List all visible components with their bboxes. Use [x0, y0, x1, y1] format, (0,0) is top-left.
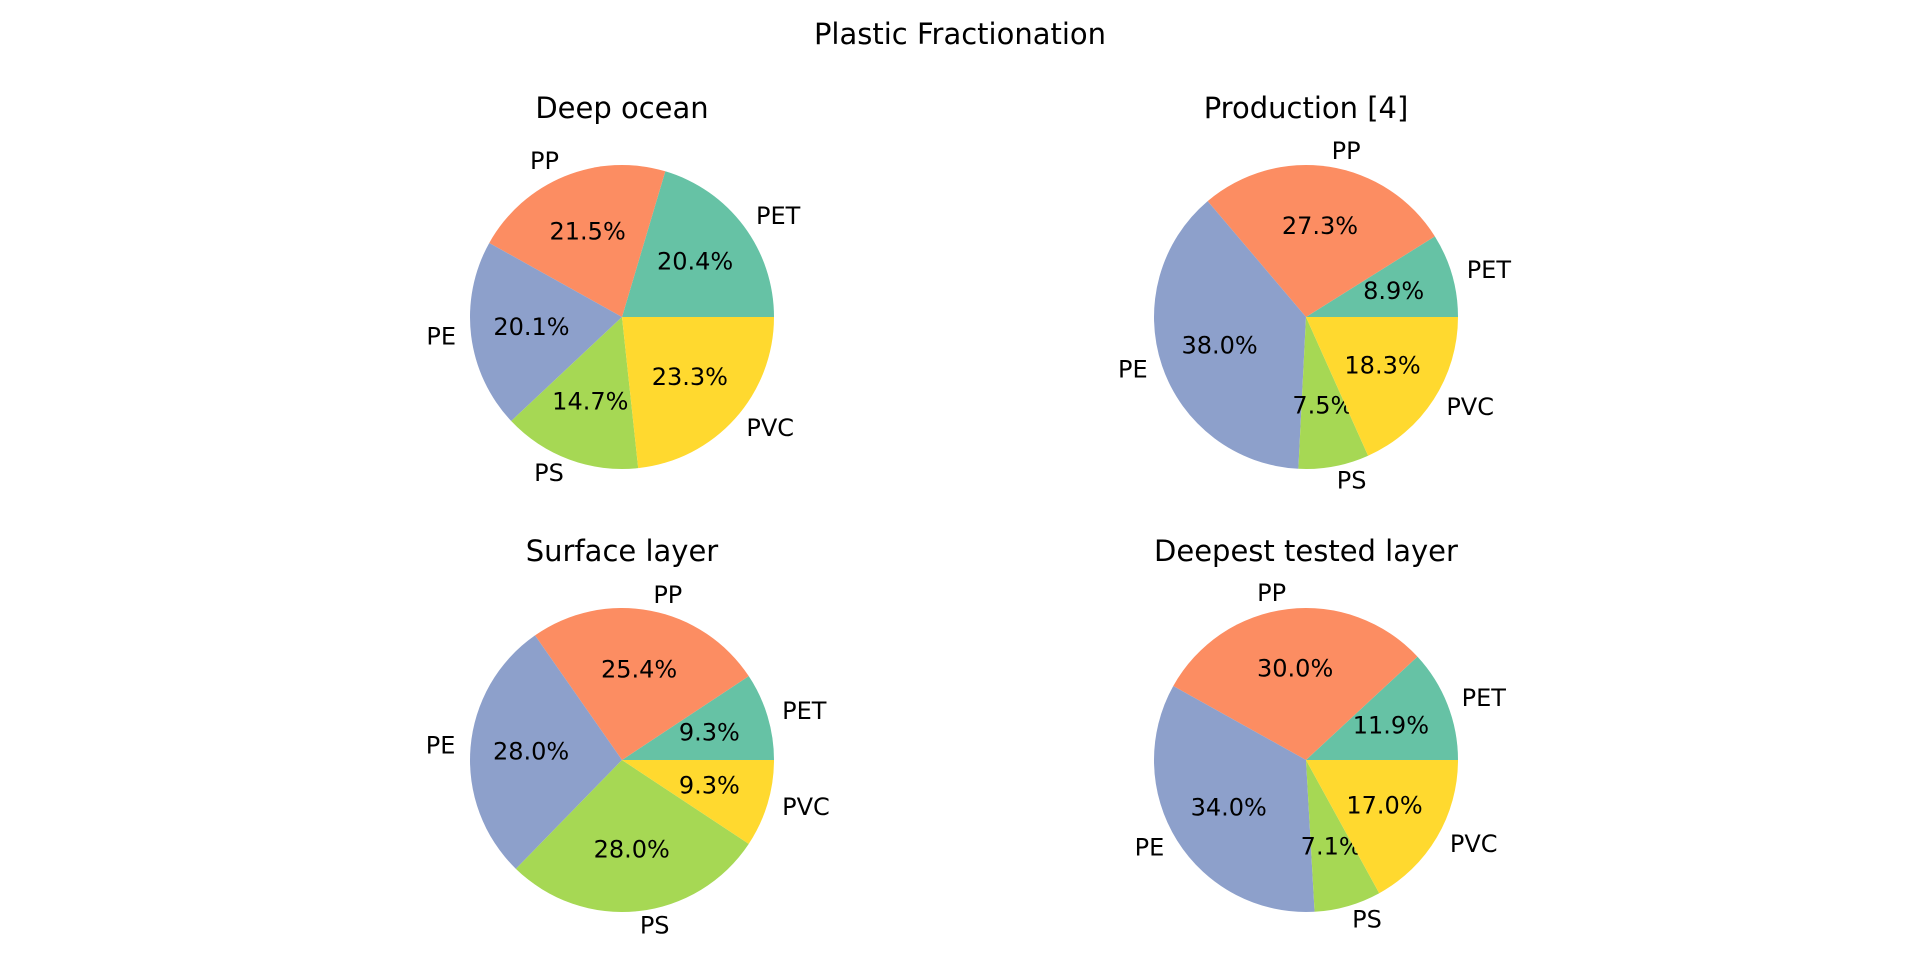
- pie-value-label-pet: 20.4%: [657, 247, 733, 275]
- pie-label-pvc: PVC: [1450, 830, 1498, 858]
- pie-slice-pvc: [622, 317, 774, 469]
- pie-value-label-pe: 28.0%: [493, 738, 569, 766]
- pie-value-label-pet: 11.9%: [1353, 712, 1429, 740]
- pie-slice-pet: [1306, 236, 1458, 317]
- pie-value-label-ps: 14.7%: [552, 388, 628, 416]
- pie-label-pvc: PVC: [1446, 393, 1494, 421]
- pie-slice-ps: [515, 760, 749, 912]
- pie-label-pvc: PVC: [782, 793, 830, 821]
- pie-label-pp: PP: [1257, 579, 1286, 607]
- pie-slice-pvc: [622, 760, 774, 844]
- pie-label-pet: PET: [1462, 684, 1507, 712]
- pie-title-production: Production [4]: [1204, 91, 1409, 125]
- pie-slice-pp: [1173, 608, 1418, 760]
- pie-slice-pp: [534, 608, 749, 760]
- pie-chart-deep-ocean: PET 20.4% PP 21.5% PE 20.1% PS 14.7% PVC 23.3% Dee…: [426, 91, 800, 487]
- pie-slice-pet: [622, 171, 775, 317]
- pie-value-label-pvc: 23.3%: [652, 363, 728, 391]
- pie-title-surface-layer: Surface layer: [526, 534, 719, 568]
- pie-slice-ps: [511, 317, 639, 469]
- pie-label-pe: PE: [1118, 356, 1148, 384]
- pie-label-pet: PET: [782, 697, 827, 725]
- pie-label-pet: PET: [1467, 256, 1512, 284]
- pie-value-label-pp: 30.0%: [1257, 654, 1333, 682]
- pie-chart-surface-layer: PET 9.3% PP 25.4% PE 28.0% PS 28.0% PVC 9.3% Surfa…: [426, 534, 830, 939]
- pie-slice-pe: [469, 242, 622, 422]
- pie-label-pet: PET: [756, 202, 801, 230]
- pie-label-pe: PE: [426, 322, 456, 350]
- pie-slice-pe: [470, 635, 622, 869]
- pie-value-label-pvc: 18.3%: [1344, 352, 1420, 380]
- pie-value-label-pe: 38.0%: [1181, 331, 1257, 359]
- pie-value-label-pe: 20.1%: [493, 313, 569, 341]
- pie-value-label-pp: 25.4%: [601, 655, 677, 683]
- pie-slice-pvc: [1306, 317, 1458, 456]
- pie-label-ps: PS: [640, 911, 670, 939]
- pie-label-pvc: PVC: [746, 414, 794, 442]
- pie-label-ps: PS: [1352, 906, 1382, 934]
- pie-label-pp: PP: [530, 147, 559, 175]
- pie-value-label-pp: 27.3%: [1282, 212, 1358, 240]
- pie-label-pe: PE: [426, 731, 456, 759]
- pie-value-label-ps: 28.0%: [594, 836, 670, 864]
- pie-label-pe: PE: [1135, 834, 1165, 862]
- figure-title: Plastic Fractionation: [814, 17, 1106, 51]
- pie-slice-pet: [622, 676, 774, 760]
- pie-value-label-pvc: 17.0%: [1346, 791, 1422, 819]
- pie-label-ps: PS: [1337, 466, 1367, 494]
- pie-value-label-pp: 21.5%: [550, 218, 626, 246]
- pie-slice-pp: [1207, 164, 1435, 317]
- pie-slice-ps: [1306, 760, 1380, 912]
- pie-slice-pp: [489, 164, 666, 317]
- pie-slice-pe: [1153, 685, 1315, 913]
- pie-value-label-pet: 9.3%: [679, 719, 740, 747]
- pie-slice-pvc: [1306, 760, 1458, 894]
- pie-slice-pet: [1306, 656, 1458, 760]
- pie-value-label-pvc: 9.3%: [679, 771, 740, 799]
- pie-label-pp: PP: [1332, 137, 1361, 165]
- pie-label-pp: PP: [653, 581, 682, 609]
- pie-value-label-pet: 8.9%: [1363, 277, 1424, 305]
- pie-label-ps: PS: [534, 459, 564, 487]
- pie-title-deep-ocean: Deep ocean: [535, 91, 708, 125]
- pie-title-deepest-tested-layer: Deepest tested layer: [1154, 534, 1458, 568]
- pie-slice-ps: [1298, 317, 1369, 470]
- pie-value-label-pe: 34.0%: [1191, 793, 1267, 821]
- pie-slice-pe: [1154, 201, 1306, 469]
